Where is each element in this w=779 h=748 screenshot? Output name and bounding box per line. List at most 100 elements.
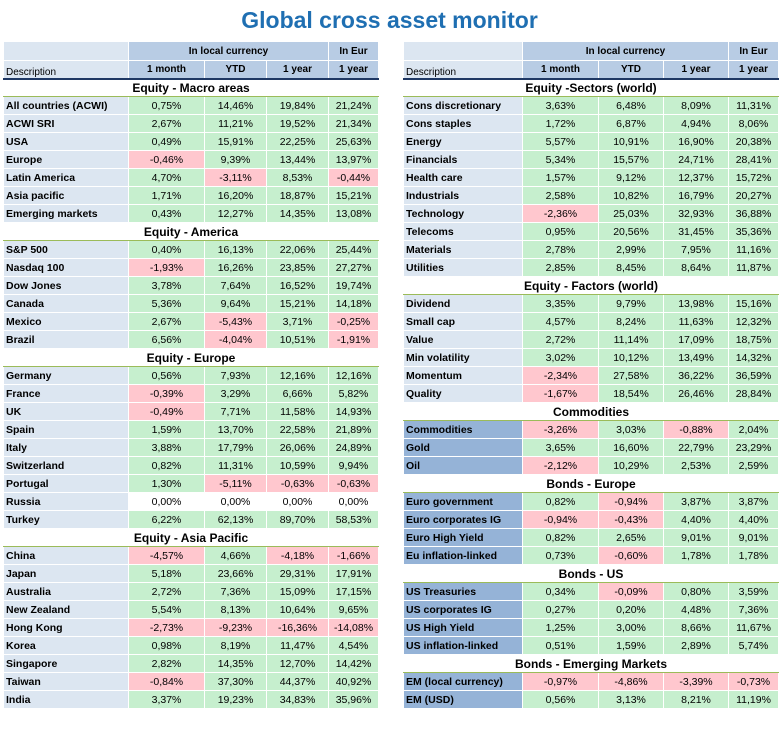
row-label: Health care bbox=[403, 168, 523, 187]
row-label: S&P 500 bbox=[3, 240, 129, 259]
column-header: YTD bbox=[598, 60, 664, 80]
value-cell: -2,12% bbox=[522, 456, 599, 475]
value-cell: 9,39% bbox=[204, 150, 267, 169]
section-header-row: Bonds - Emerging Markets bbox=[402, 654, 779, 673]
table-row: ACWI SRI 2,67% 11,21% 19,52% 21,34% bbox=[3, 114, 380, 133]
value-cell: -0,88% bbox=[662, 420, 730, 439]
value-cell: 10,64% bbox=[265, 600, 330, 619]
row-label: Taiwan bbox=[3, 672, 129, 691]
value-cell: 0,00% bbox=[204, 492, 267, 511]
section-header-row: Commodities bbox=[402, 402, 779, 421]
row-label: Value bbox=[403, 330, 523, 349]
section-header-row: Equity - Macro areas bbox=[2, 78, 380, 97]
table-row: Mexico 2,67% -5,43% 3,71% -0,25% bbox=[3, 312, 380, 331]
section-header-row: Equity - America bbox=[2, 222, 380, 241]
value-cell: 2,04% bbox=[728, 420, 779, 439]
value-cell: -0,97% bbox=[522, 672, 599, 691]
value-cell: 0,43% bbox=[128, 204, 205, 223]
row-label: Industrials bbox=[403, 186, 523, 205]
value-cell: 14,32% bbox=[728, 348, 779, 367]
table-row: US inflation-linked 0,51% 1,59% 2,89% 5,74% bbox=[403, 636, 779, 655]
value-cell: 5,18% bbox=[128, 564, 205, 583]
header-in-eur: In Eur bbox=[728, 41, 779, 61]
value-cell: -9,23% bbox=[204, 618, 267, 637]
header-in-eur: In Eur bbox=[328, 41, 380, 61]
row-label: Turkey bbox=[3, 510, 129, 529]
value-cell: 0,27% bbox=[522, 600, 599, 619]
value-cell: 10,91% bbox=[598, 132, 664, 151]
value-cell: 25,44% bbox=[328, 240, 380, 259]
value-cell: 16,79% bbox=[662, 186, 730, 205]
table-row: Emerging markets 0,43% 12,27% 14,35% 13,08% bbox=[3, 204, 380, 223]
section-header-row: Bonds - Europe bbox=[402, 474, 779, 493]
section-title: Bonds - Emerging Markets bbox=[402, 654, 779, 673]
value-cell: 22,58% bbox=[265, 420, 330, 439]
value-cell: 32,93% bbox=[662, 204, 730, 223]
value-cell: 15,16% bbox=[728, 294, 779, 313]
value-cell: 9,79% bbox=[598, 294, 664, 313]
value-cell: 9,12% bbox=[598, 168, 664, 187]
value-cell: 10,51% bbox=[265, 330, 330, 349]
value-cell: 11,14% bbox=[598, 330, 664, 349]
row-label: Dividend bbox=[403, 294, 523, 313]
column-header-row: Description 1 month YTD 1 year 1 year bbox=[3, 60, 380, 80]
row-label: Switzerland bbox=[3, 456, 129, 475]
value-cell: -0,09% bbox=[598, 582, 664, 601]
value-cell: 3,88% bbox=[128, 438, 205, 457]
row-label: Mexico bbox=[3, 312, 129, 331]
value-cell: -2,73% bbox=[128, 618, 205, 637]
section-title: Equity - America bbox=[2, 222, 380, 241]
value-cell: 2,85% bbox=[522, 258, 599, 277]
value-cell: 13,98% bbox=[662, 294, 730, 313]
column-header: 1 month bbox=[522, 60, 599, 80]
row-label: Cons staples bbox=[403, 114, 523, 133]
value-cell: 8,53% bbox=[265, 168, 330, 187]
value-cell: 0,73% bbox=[522, 546, 599, 565]
value-cell: 18,87% bbox=[265, 186, 330, 205]
section-title: Equity - Asia Pacific bbox=[2, 528, 380, 547]
value-cell: -5,11% bbox=[204, 474, 267, 493]
value-cell: 24,71% bbox=[662, 150, 730, 169]
table-row: Canada 5,36% 9,64% 15,21% 14,18% bbox=[3, 294, 380, 313]
value-cell: 0,20% bbox=[598, 600, 664, 619]
value-cell: 23,66% bbox=[204, 564, 267, 583]
table-row: Russia 0,00% 0,00% 0,00% 0,00% bbox=[3, 492, 380, 511]
value-cell: 3,03% bbox=[598, 420, 664, 439]
row-label: US corporates IG bbox=[403, 600, 523, 619]
value-cell: 36,22% bbox=[662, 366, 730, 385]
row-label: Latin America bbox=[3, 168, 129, 187]
row-label: EM (local currency) bbox=[403, 672, 523, 691]
table-row: Industrials 2,58% 10,82% 16,79% 20,27% bbox=[403, 186, 779, 205]
table-row: Cons discretionary 3,63% 6,48% 8,09% 11,31% bbox=[403, 96, 779, 115]
value-cell: -2,36% bbox=[522, 204, 599, 223]
row-label: UK bbox=[3, 402, 129, 421]
value-cell: 20,27% bbox=[728, 186, 779, 205]
value-cell: 11,21% bbox=[204, 114, 267, 133]
value-cell: 11,58% bbox=[265, 402, 330, 421]
value-cell: 16,90% bbox=[662, 132, 730, 151]
section-title: Bonds - Europe bbox=[402, 474, 779, 493]
right-monitor-table: In local currency In Eur Description 1 mont… bbox=[402, 41, 779, 709]
value-cell: 1,71% bbox=[128, 186, 205, 205]
table-row: USA 0,49% 15,91% 22,25% 25,63% bbox=[3, 132, 380, 151]
value-cell: 4,40% bbox=[662, 510, 730, 529]
value-cell: 19,74% bbox=[328, 276, 380, 295]
value-cell: 26,46% bbox=[662, 384, 730, 403]
table-row: New Zealand 5,54% 8,13% 10,64% 9,65% bbox=[3, 600, 380, 619]
row-label: EM (USD) bbox=[403, 690, 523, 709]
value-cell: 2,78% bbox=[522, 240, 599, 259]
table-row: Technology -2,36% 25,03% 32,93% 36,88% bbox=[403, 204, 779, 223]
value-cell: 89,70% bbox=[265, 510, 330, 529]
column-header: 1 year bbox=[265, 60, 330, 80]
value-cell: 0,51% bbox=[522, 636, 599, 655]
row-label: US Treasuries bbox=[403, 582, 523, 601]
table-row: Oil -2,12% 10,29% 2,53% 2,59% bbox=[403, 456, 779, 475]
value-cell: 0,75% bbox=[128, 96, 205, 115]
value-cell: 34,83% bbox=[265, 690, 330, 709]
value-cell: 12,16% bbox=[265, 366, 330, 385]
row-label: Euro government bbox=[403, 492, 523, 511]
column-header: 1 month bbox=[128, 60, 205, 80]
value-cell: 13,97% bbox=[328, 150, 380, 169]
value-cell: 19,84% bbox=[265, 96, 330, 115]
value-cell: 14,42% bbox=[328, 654, 380, 673]
